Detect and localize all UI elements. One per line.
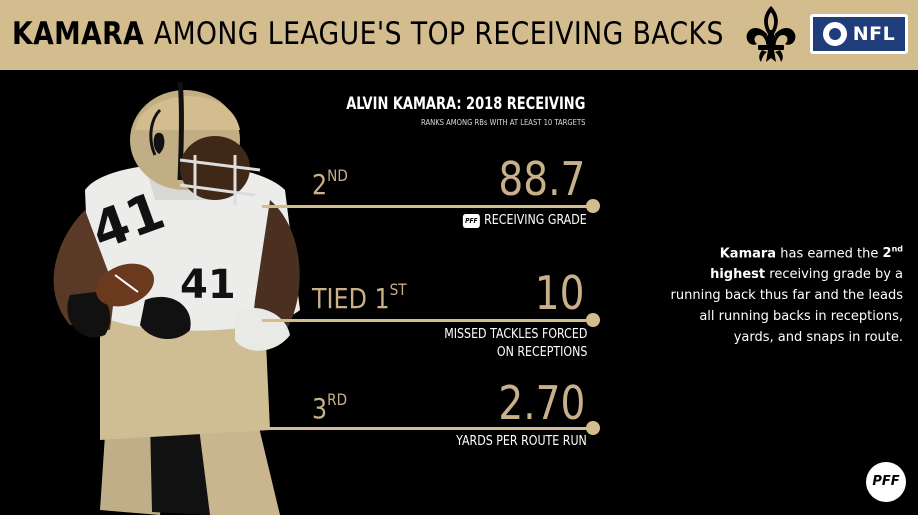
page-title: KAMARA AMONG LEAGUE'S TOP RECEIVING BACK… <box>12 14 724 54</box>
stat-2-metric: MISSED TACKLES FORCED ON RECEPTIONS <box>444 326 587 362</box>
title-rest: AMONG LEAGUE'S TOP RECEIVING BACKS <box>153 16 724 52</box>
stat-3-metric: YARDS PER ROUTE RUN <box>456 433 587 451</box>
stat-1-divider <box>262 205 592 208</box>
cbs-eye-icon <box>822 22 847 46</box>
note-name: Kamara <box>719 246 777 262</box>
stat-1-rank: 2ND <box>312 166 348 201</box>
note-part1: has earned the <box>780 246 879 262</box>
stat-3-dot <box>586 421 600 435</box>
stat-3-rank: 3RD <box>312 390 348 425</box>
stat-3-rank-number: 3 <box>312 392 328 425</box>
fleur-de-lis-icon <box>746 6 796 62</box>
pff-logo: PFF <box>866 462 906 502</box>
stat-2-value: 10 <box>535 266 585 320</box>
stat-2-divider <box>262 319 592 322</box>
note-ordinal: 2nd <box>882 245 903 262</box>
header-banner: KAMARA AMONG LEAGUE'S TOP RECEIVING BACK… <box>0 0 918 70</box>
stat-3-rank-suffix: RD <box>327 390 348 409</box>
stat-3-metric-label: YARDS PER ROUTE RUN <box>456 434 587 449</box>
cbs-nfl-logo: NFL <box>810 14 908 54</box>
title-strong: KAMARA <box>12 16 145 52</box>
stat-2-rank-number: TIED 1 <box>312 282 390 315</box>
stat-3-value: 2.70 <box>497 376 585 430</box>
stat-2-metric-label: MISSED TACKLES FORCED <box>443 327 587 342</box>
stat-2-rank-suffix: ST <box>389 280 407 299</box>
stat-1-rank-suffix: ND <box>327 166 348 185</box>
stat-1-metric: PFF RECEIVING GRADE <box>463 212 587 230</box>
stat-3-divider <box>262 427 592 430</box>
svg-text:41: 41 <box>180 262 236 308</box>
stat-1-value: 88.7 <box>497 152 585 206</box>
section-title: ALVIN KAMARA: 2018 RECEIVING <box>345 94 585 114</box>
stat-1-rank-number: 2 <box>312 168 328 201</box>
summary-note: Kamara has earned the 2nd highest receiv… <box>667 239 903 348</box>
stat-2-metric-label-line2: ON RECEPTIONS <box>496 345 587 360</box>
network-label: NFL <box>852 23 896 45</box>
section-subtitle: RANKS AMONG RBs WITH AT LEAST 10 TARGETS <box>420 118 585 127</box>
note-part2: receiving grade by a running back thus f… <box>670 267 903 346</box>
stat-1-dot <box>586 199 600 213</box>
note-emphasis: highest <box>710 267 766 283</box>
player-photo: 41 41 <box>53 81 300 515</box>
stat-2-dot <box>586 313 600 327</box>
stat-2-rank: TIED 1ST <box>312 280 407 315</box>
pff-badge-icon: PFF <box>463 213 481 228</box>
stat-1-metric-label: RECEIVING GRADE <box>484 213 587 228</box>
